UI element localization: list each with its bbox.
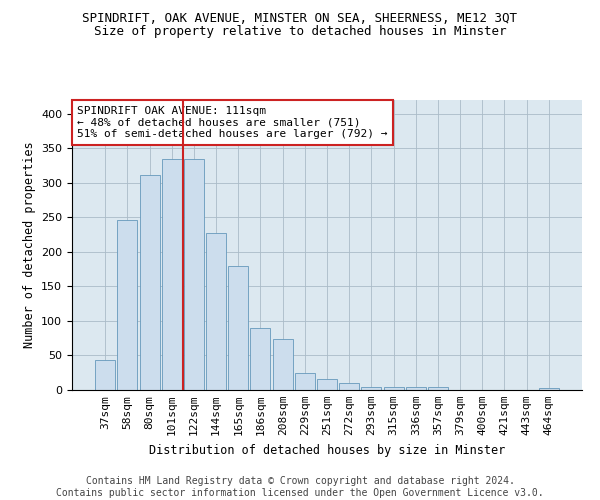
Text: Size of property relative to detached houses in Minster: Size of property relative to detached ho…: [94, 25, 506, 38]
Bar: [339, 383, 359, 390]
Bar: [295, 372, 315, 390]
Bar: [184, 158, 204, 390]
Text: SPINDRIFT, OAK AVENUE, MINSTER ON SEA, SHEERNESS, ME12 3QT: SPINDRIFT, OAK AVENUE, MINSTER ON SEA, S…: [83, 12, 517, 26]
Bar: [95, 360, 115, 390]
Bar: [428, 387, 448, 390]
Y-axis label: Number of detached properties: Number of detached properties: [23, 142, 35, 348]
Bar: [140, 176, 160, 390]
Bar: [361, 386, 382, 390]
Bar: [539, 388, 559, 390]
Bar: [272, 339, 293, 390]
Text: Contains HM Land Registry data © Crown copyright and database right 2024.
Contai: Contains HM Land Registry data © Crown c…: [56, 476, 544, 498]
Text: SPINDRIFT OAK AVENUE: 111sqm
← 48% of detached houses are smaller (751)
51% of s: SPINDRIFT OAK AVENUE: 111sqm ← 48% of de…: [77, 106, 388, 139]
Bar: [383, 386, 404, 390]
Bar: [250, 328, 271, 390]
X-axis label: Distribution of detached houses by size in Minster: Distribution of detached houses by size …: [149, 444, 505, 456]
Bar: [406, 386, 426, 390]
Bar: [118, 220, 137, 390]
Bar: [317, 379, 337, 390]
Bar: [206, 232, 226, 390]
Bar: [162, 158, 182, 390]
Bar: [228, 266, 248, 390]
